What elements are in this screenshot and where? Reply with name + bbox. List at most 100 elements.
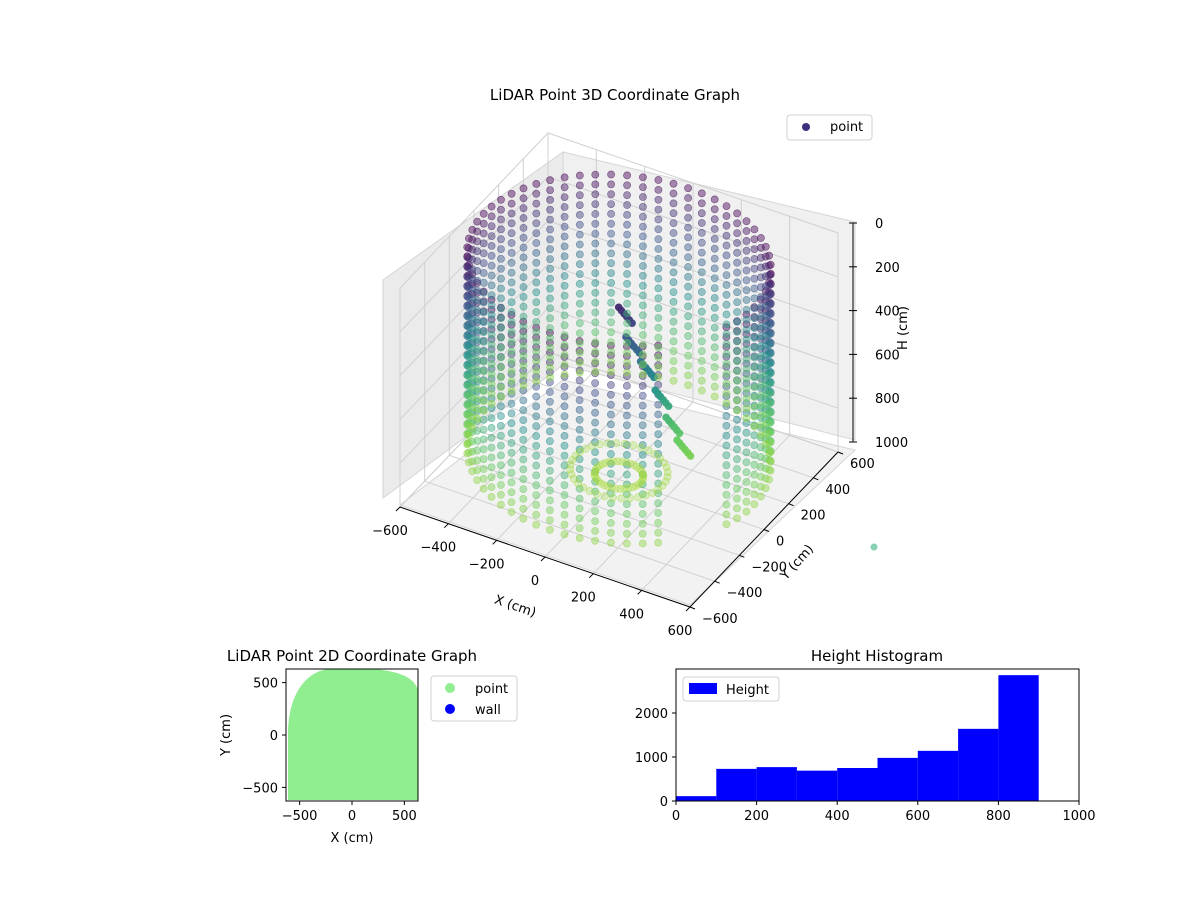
cloud-point bbox=[638, 529, 647, 538]
cloud-point bbox=[623, 260, 631, 268]
cloud-point bbox=[733, 357, 741, 366]
cloud-point bbox=[607, 190, 615, 199]
cloud-point bbox=[639, 242, 647, 251]
cloud-point bbox=[761, 361, 770, 369]
cloud-point bbox=[623, 391, 631, 400]
x-tick-label-hist: 800 bbox=[986, 809, 1011, 824]
cloud-point bbox=[487, 404, 496, 413]
y-tick-label: 400 bbox=[825, 483, 850, 498]
cloud-point bbox=[742, 428, 751, 437]
cloud-point bbox=[757, 234, 765, 242]
cloud-point bbox=[519, 292, 528, 301]
cloud-point bbox=[654, 440, 663, 448]
y-tick-mark bbox=[739, 554, 745, 558]
cloud-point bbox=[750, 314, 759, 322]
x-tick-label: −400 bbox=[420, 541, 456, 556]
cloud-point bbox=[623, 529, 631, 538]
cloud-point bbox=[757, 391, 765, 400]
cloud-point bbox=[487, 291, 496, 300]
cloud-point bbox=[591, 527, 599, 535]
cloud-point bbox=[591, 328, 600, 337]
cloud-point bbox=[546, 215, 554, 224]
cloud-point bbox=[519, 204, 528, 213]
cloud-point bbox=[617, 494, 626, 503]
cloud-point bbox=[497, 294, 505, 303]
cloud-point bbox=[560, 510, 569, 519]
cloud-point bbox=[607, 308, 615, 317]
cloud-point bbox=[742, 236, 751, 245]
cloud-point bbox=[591, 229, 600, 238]
cloud-point bbox=[669, 189, 678, 198]
cloud-point bbox=[733, 278, 741, 287]
cloud-point bbox=[591, 288, 600, 297]
cloud-point bbox=[607, 450, 615, 458]
cloud-point bbox=[532, 422, 541, 430]
cloud-point bbox=[532, 402, 541, 411]
cloud-point bbox=[639, 212, 647, 221]
cloud-point bbox=[507, 288, 516, 297]
cloud-point bbox=[546, 195, 554, 204]
cloud-point bbox=[479, 347, 488, 356]
cloud-point bbox=[464, 431, 473, 440]
cloud-point bbox=[629, 441, 638, 450]
x-tick-label: −600 bbox=[372, 524, 408, 539]
cloud-point bbox=[507, 189, 516, 198]
x-tick-mark bbox=[395, 506, 401, 512]
cloud-point bbox=[757, 401, 765, 410]
cloud-point bbox=[669, 179, 678, 188]
cloud-point bbox=[532, 179, 541, 188]
cloud-point bbox=[507, 488, 516, 497]
cloud-point bbox=[669, 258, 678, 267]
cloud-point bbox=[468, 423, 477, 431]
cloud-point bbox=[623, 348, 631, 357]
cloud-point bbox=[654, 509, 663, 517]
cloud-point bbox=[468, 265, 477, 274]
cloud-point bbox=[497, 264, 505, 273]
cloud-point bbox=[757, 342, 765, 351]
plot-frame-histogram bbox=[675, 668, 1080, 802]
cloud-point bbox=[722, 402, 731, 410]
cloud-point bbox=[750, 500, 759, 509]
cloud-point bbox=[761, 311, 770, 320]
y-tick-label-hist: 1000 bbox=[635, 751, 668, 766]
cloud-point bbox=[742, 227, 751, 235]
cloud-point bbox=[766, 457, 775, 466]
cloud-point bbox=[575, 366, 584, 375]
cloud-point bbox=[669, 376, 678, 385]
cloud-point bbox=[639, 311, 647, 320]
cloud-point bbox=[468, 245, 477, 254]
cloud-point bbox=[473, 395, 482, 403]
cloud-point bbox=[519, 494, 528, 503]
cloud-point bbox=[623, 381, 631, 390]
legend-label-wall: wall bbox=[475, 703, 501, 718]
cloud-point bbox=[710, 225, 719, 233]
cloud-point bbox=[591, 210, 600, 218]
cloud-point bbox=[479, 387, 488, 396]
cloud-point bbox=[742, 325, 751, 334]
cloud-point bbox=[664, 402, 673, 411]
cloud-point bbox=[710, 343, 719, 352]
chart-2d: LiDAR Point 2D Coordinate Graph −500 0 500… bbox=[219, 647, 518, 846]
cloud-point bbox=[733, 258, 741, 267]
cloud-point bbox=[532, 239, 541, 247]
chart-2d-title: LiDAR Point 2D Coordinate Graph bbox=[227, 647, 477, 665]
cloud-point bbox=[532, 377, 541, 385]
cloud-point bbox=[684, 213, 692, 222]
cloud-point bbox=[591, 536, 599, 545]
cloud-point bbox=[497, 195, 505, 204]
cloud-point bbox=[575, 415, 584, 424]
cloud-point bbox=[638, 510, 647, 518]
cloud-point bbox=[654, 485, 662, 494]
cloud-point bbox=[638, 450, 647, 459]
cloud-point bbox=[575, 299, 584, 308]
cloud-point bbox=[479, 455, 488, 463]
cloud-point bbox=[722, 290, 731, 299]
x-tick-label-2d: 0 bbox=[348, 809, 356, 824]
z-tick-label: 0 bbox=[875, 217, 883, 232]
cloud-point bbox=[669, 209, 678, 218]
cloud-point bbox=[575, 435, 584, 444]
histogram-bar bbox=[837, 768, 878, 801]
cloud-point bbox=[473, 385, 482, 394]
cloud-point bbox=[654, 323, 663, 332]
cloud-point bbox=[654, 254, 663, 263]
